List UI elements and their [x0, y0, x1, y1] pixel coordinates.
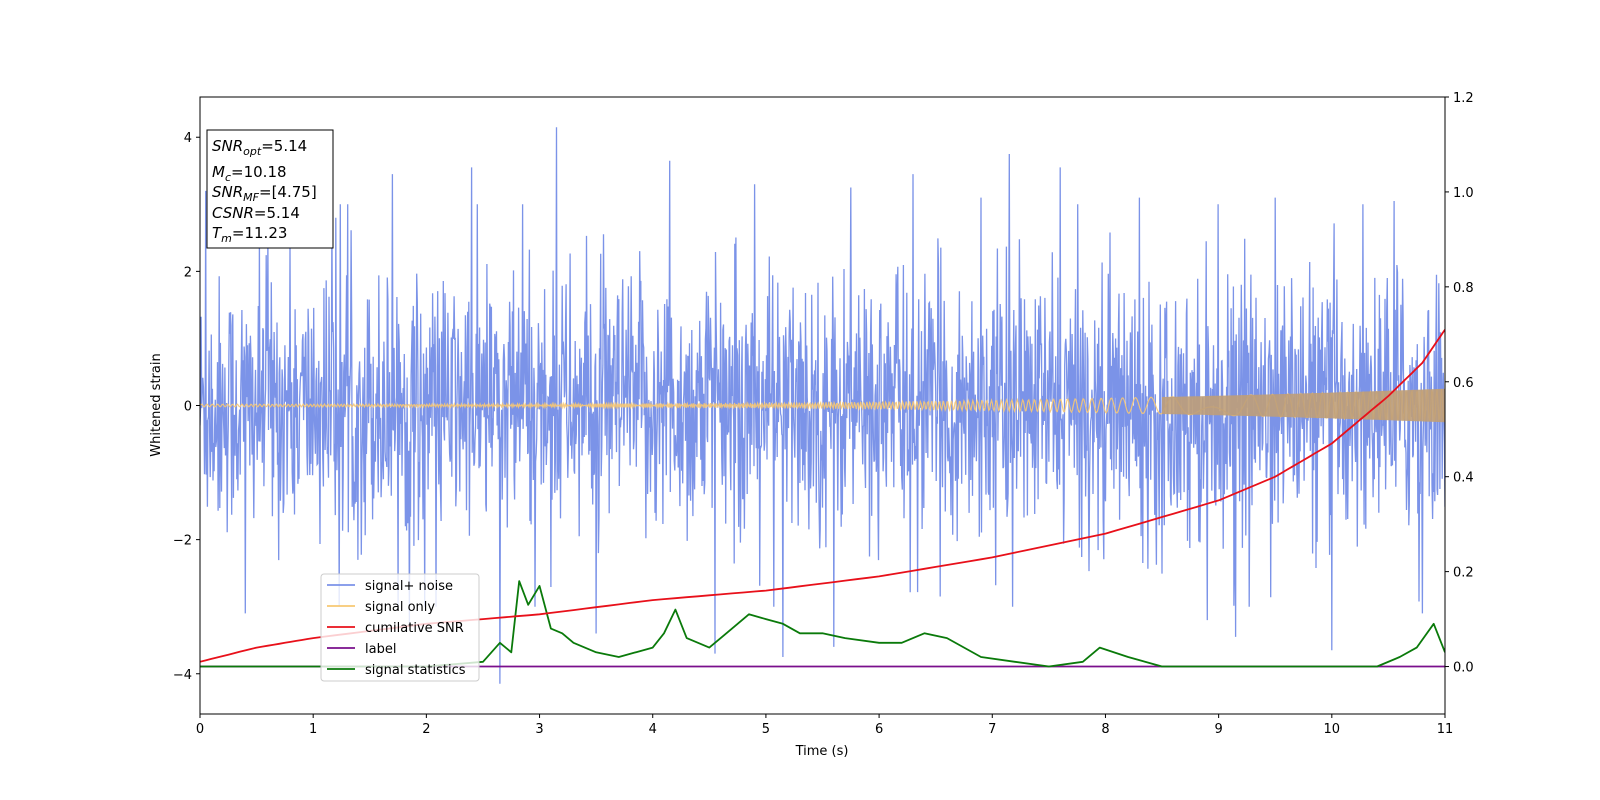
y2-tick-label: 0.6 — [1453, 376, 1474, 391]
info-tm: Tm=11.23 — [212, 224, 287, 245]
x-tick-label: 4 — [649, 722, 657, 737]
x-tick-label: 7 — [988, 722, 996, 737]
x-tick-label: 9 — [1214, 722, 1222, 737]
legend-item-signal-only: signal only — [327, 600, 435, 615]
x-tick-label: 2 — [422, 722, 430, 737]
x-tick-label: 6 — [875, 722, 883, 737]
info-snr-mf: SNRMF=[4.75] — [212, 183, 317, 204]
info-snr-opt: SNRopt=5.14 — [212, 137, 307, 158]
y-axis-label: Whitened strain — [149, 353, 164, 456]
svg-text:signal only: signal only — [365, 600, 435, 615]
legend-item-cumulative-snr: cumilative SNR — [327, 621, 464, 636]
x-axis: 0 1 2 3 4 5 6 7 8 9 10 11 — [196, 714, 1453, 737]
svg-text:cumilative SNR: cumilative SNR — [365, 621, 464, 636]
svg-text:signal statistics: signal statistics — [365, 663, 466, 678]
y-axis-left: 4 2 0 −2 −4 — [173, 131, 200, 683]
y-tick-label: 0 — [184, 400, 192, 415]
x-tick-label: 8 — [1101, 722, 1109, 737]
info-mc: Mc=10.18 — [212, 163, 287, 184]
signal-statistics-line — [200, 580, 1445, 668]
x-tick-label: 0 — [196, 722, 204, 737]
y-axis-right: 0.0 0.2 0.4 0.6 0.8 1.0 1.2 — [1445, 91, 1474, 676]
y2-tick-label: 1.0 — [1453, 186, 1474, 201]
svg-text:label: label — [365, 642, 396, 657]
y2-tick-label: 0.2 — [1453, 566, 1474, 581]
svg-text:signal+ noise: signal+ noise — [365, 579, 453, 594]
legend-item-label: label — [327, 642, 396, 657]
x-axis-label: Time (s) — [795, 744, 849, 759]
legend-item-signal-statistics: signal statistics — [327, 663, 466, 678]
y-tick-label: −4 — [173, 668, 192, 683]
legend: signal+ noise signal only cumilative SNR… — [320, 573, 480, 682]
y-tick-label: 2 — [184, 265, 192, 280]
y2-tick-label: 0.8 — [1453, 281, 1474, 296]
x-tick-label: 5 — [762, 722, 770, 737]
y2-tick-label: 1.2 — [1453, 91, 1474, 106]
y-tick-label: 4 — [184, 131, 192, 146]
y2-tick-label: 0.0 — [1453, 661, 1474, 676]
info-csnr: CSNR=5.14 — [212, 204, 300, 222]
plot-area — [200, 127, 1445, 684]
x-tick-label: 11 — [1437, 722, 1454, 737]
x-tick-label: 1 — [309, 722, 317, 737]
legend-item-signal-noise: signal+ noise — [327, 579, 453, 594]
signal-envelope — [1162, 388, 1445, 423]
x-tick-label: 3 — [535, 722, 543, 737]
info-box: SNRopt=5.14 Mc=10.18 SNRMF=[4.75] CSNR=5… — [206, 129, 334, 249]
y2-tick-label: 0.4 — [1453, 471, 1474, 486]
y-tick-label: −2 — [173, 534, 192, 549]
x-tick-label: 10 — [1324, 722, 1341, 737]
signal-only-series — [200, 388, 1445, 423]
